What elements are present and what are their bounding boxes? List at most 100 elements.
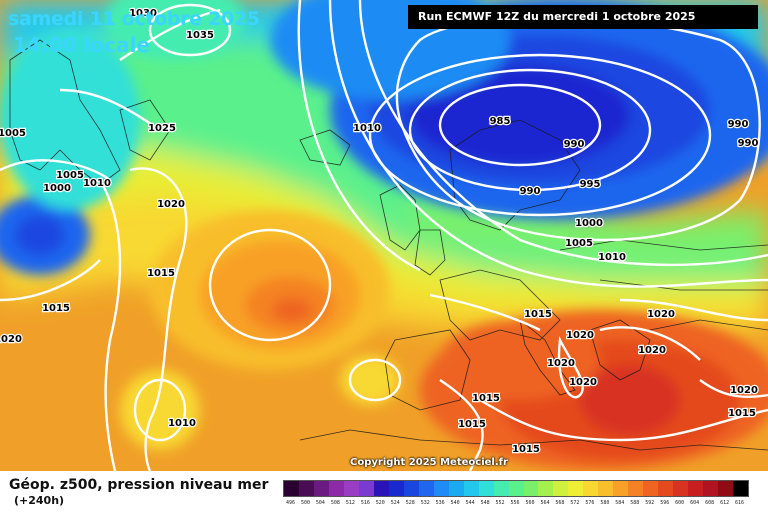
color-scale-tick: 532 — [420, 500, 430, 506]
color-scale-swatch — [703, 481, 719, 496]
color-scale-swatch — [493, 481, 509, 496]
color-scale-swatch — [688, 481, 704, 496]
color-scale-swatch — [673, 481, 689, 496]
isobar-label: 1000 — [575, 218, 603, 229]
color-scale-tick: 548 — [480, 500, 490, 506]
isobar-label: 1020 — [547, 358, 575, 369]
color-scale-swatch — [388, 481, 404, 496]
geopotential-field: 1030 1035 1025 1005 1005 1000 1010 1020 … — [0, 0, 768, 471]
color-scale-tick: 536 — [435, 500, 445, 506]
isobar-label: 1015 — [512, 444, 540, 455]
isobar-label: 1010 — [598, 252, 626, 263]
isobar-label: 1035 — [186, 30, 214, 41]
color-scale-tick: 516 — [360, 500, 370, 506]
legend-footer: Géop. z500, pression niveau mer (+240h) … — [0, 471, 768, 512]
isobar-label: 1020 — [566, 330, 594, 341]
color-scale-swatch — [298, 481, 314, 496]
coastlines — [9, 39, 768, 451]
color-scale-swatch — [448, 481, 464, 496]
color-scale-tick: 604 — [690, 500, 700, 506]
isobar-label: 1030 — [129, 8, 157, 19]
color-scale-tick: 524 — [390, 500, 400, 506]
color-scale-swatch — [284, 481, 299, 496]
color-scale-swatch — [568, 481, 584, 496]
color-scale-tick: 600 — [675, 500, 685, 506]
isobar-label: 1005 — [0, 128, 26, 139]
color-scale-swatch — [718, 481, 734, 496]
color-scale-tick: 496 — [285, 500, 295, 506]
color-scale-swatch — [583, 481, 599, 496]
color-scale-tick: 592 — [645, 500, 655, 506]
isobar-label: 1015 — [524, 309, 552, 320]
color-scale-swatch — [418, 481, 434, 496]
color-scale-swatch — [328, 481, 344, 496]
color-scale-tick: 608 — [705, 500, 715, 506]
isobar-label: 1015 — [472, 393, 500, 404]
color-scale-tick: 504 — [315, 500, 325, 506]
isobar-label: 1025 — [148, 123, 176, 134]
isobar-label: 990 — [728, 119, 749, 130]
isobar-label: 1010 — [353, 123, 381, 134]
isobar-label: 1005 — [56, 170, 84, 181]
color-scale-tick: 576 — [585, 500, 595, 506]
color-scale-tick: 540 — [450, 500, 460, 506]
color-scale-tick: 508 — [330, 500, 340, 506]
color-scale-tick: 544 — [465, 500, 475, 506]
color-scale-tick: 560 — [525, 500, 535, 506]
color-scale-tick: 580 — [600, 500, 610, 506]
isobar-label: 1015 — [147, 268, 175, 279]
color-scale-tick: 616 — [735, 500, 745, 506]
color-scale — [283, 480, 749, 497]
color-scale-tick: 588 — [630, 500, 640, 506]
field-label: Géop. z500, pression niveau mer — [9, 477, 269, 493]
color-scale-swatch — [523, 481, 539, 496]
isobar-label: 1005 — [565, 238, 593, 249]
color-scale-swatch — [313, 481, 329, 496]
isobar-label: 1020 — [569, 377, 597, 388]
lead-time-label: (+240h) — [14, 494, 65, 507]
color-scale-tick: 572 — [570, 500, 580, 506]
isobar-label: 1015 — [728, 408, 756, 419]
color-scale-swatch — [733, 481, 749, 496]
color-scale-tick: 552 — [495, 500, 505, 506]
color-scale-tick: 612 — [720, 500, 730, 506]
color-scale-swatch — [658, 481, 674, 496]
isobar-label: 1020 — [638, 345, 666, 356]
isobar-label: 1020 — [647, 309, 675, 320]
copyright: Copyright 2025 Meteociel.fr — [350, 457, 508, 468]
color-scale-swatch — [508, 481, 524, 496]
color-scale-tick: 556 — [510, 500, 520, 506]
isobar-label: 1020 — [157, 199, 185, 210]
isobar-label: 1015 — [458, 419, 486, 430]
color-scale-swatch — [463, 481, 479, 496]
color-scale-swatch — [553, 481, 569, 496]
color-scale-tick: 584 — [615, 500, 625, 506]
color-scale-swatch — [403, 481, 419, 496]
color-scale-tick: 568 — [555, 500, 565, 506]
color-scale-swatch — [478, 481, 494, 496]
weather-map: 1030 1035 1025 1005 1005 1000 1010 1020 … — [0, 0, 768, 471]
isobar-label: 1015 — [42, 303, 70, 314]
run-info: Run ECMWF 12Z du mercredi 1 octobre 2025 — [408, 5, 758, 29]
color-scale-tick: 520 — [375, 500, 385, 506]
color-scale-tick: 512 — [345, 500, 355, 506]
isobar-label: 1020 — [730, 385, 758, 396]
isobar-label: 990 — [738, 138, 759, 149]
forecast-date: samedi 11 octobre 2025 — [8, 8, 260, 30]
color-scale-labels: 496 500 504 508 512 516 520 524 528 532 536 540 544 5… — [283, 500, 747, 506]
isobar-lines — [0, 0, 768, 471]
color-scale-swatch — [613, 481, 629, 496]
isobar-label: 985 — [490, 116, 511, 127]
forecast-time: 14:00 locale — [13, 33, 150, 57]
color-scale-swatch — [598, 481, 614, 496]
color-scale-swatch — [538, 481, 554, 496]
color-scale-swatch — [358, 481, 374, 496]
isobar-label: 990 — [520, 186, 541, 197]
color-scale-swatch — [343, 481, 359, 496]
isobar-label: 1010 — [83, 178, 111, 189]
color-scale-swatch — [643, 481, 659, 496]
isobar-label: 995 — [580, 179, 601, 190]
color-scale-tick: 564 — [540, 500, 550, 506]
isobar-label: 1020 — [0, 334, 22, 345]
color-scale-swatch — [628, 481, 644, 496]
